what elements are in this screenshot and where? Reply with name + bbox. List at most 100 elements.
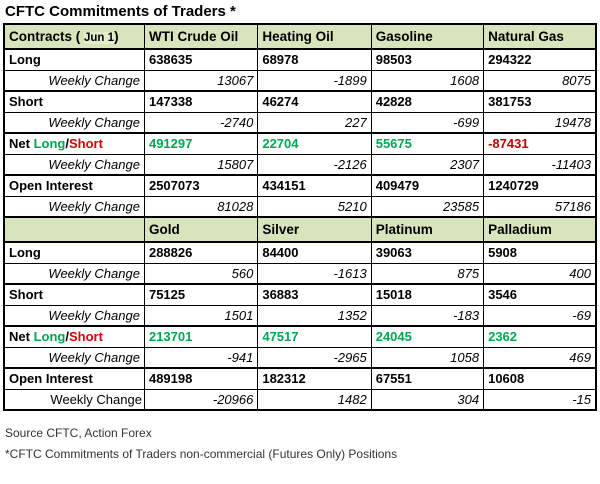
position-value: 434151 bbox=[257, 174, 372, 197]
section-header-row: Contracts ( Jun 1) WTI Crude Oil Heating O… bbox=[3, 23, 597, 50]
definition-note: *CFTC Commitments of Traders non-commerc… bbox=[5, 447, 398, 461]
table-row: Weekly Change 15807 -2126 2307 -11403 bbox=[3, 153, 597, 176]
net-label-part: Net bbox=[9, 329, 34, 345]
net-position-value: 491297 bbox=[143, 132, 259, 155]
position-value: 75125 bbox=[143, 283, 259, 306]
weekly-change-value: 57186 bbox=[483, 195, 597, 218]
table-row: Weekly Change 560 -1613 875 400 bbox=[3, 262, 597, 285]
position-value: 409479 bbox=[370, 174, 485, 197]
table-row: Weekly Change 13067 -1899 1608 8075 bbox=[3, 69, 597, 92]
position-value: 42828 bbox=[370, 90, 485, 113]
header-contracts-cell: Contracts ( Jun 1) bbox=[3, 23, 145, 50]
contracts-label: Contracts ( bbox=[9, 29, 85, 44]
weekly-change-value: -183 bbox=[370, 304, 485, 327]
header-cell-natural-gas: Natural Gas bbox=[483, 23, 597, 50]
net-label-part: Net bbox=[9, 136, 34, 152]
net-label-part: Long bbox=[33, 136, 66, 152]
weekly-change-value: 19478 bbox=[483, 111, 597, 134]
position-value: 489198 bbox=[143, 367, 259, 390]
weekly-change-value: -2965 bbox=[257, 346, 372, 369]
weekly-change-value: -2740 bbox=[143, 111, 259, 134]
table-row: Weekly Change 81028 5210 23585 57186 bbox=[3, 195, 597, 218]
weekly-change-value: 400 bbox=[483, 262, 597, 285]
weekly-change-value: 227 bbox=[257, 111, 372, 134]
row-label-net-long-short: Net Long/Short bbox=[3, 325, 145, 348]
row-label-weekly-change: Weekly Change bbox=[3, 304, 145, 327]
position-value: 182312 bbox=[257, 367, 372, 390]
weekly-change-value: 1608 bbox=[370, 69, 485, 92]
net-position-value: 55675 bbox=[370, 132, 485, 155]
header-cell-gold: Gold bbox=[143, 216, 259, 243]
weekly-change-value: -69 bbox=[483, 304, 597, 327]
net-label-part: Long bbox=[33, 329, 66, 345]
table-row: Open Interest 489198 182312 67551 10608 bbox=[3, 367, 597, 390]
position-value: 3546 bbox=[483, 283, 597, 306]
cot-table-body: Contracts ( Jun 1) WTI Crude Oil Heating O… bbox=[3, 23, 597, 411]
row-label-weekly-change: Weekly Change bbox=[3, 153, 145, 176]
header-cell-wti-crude-oil: WTI Crude Oil bbox=[143, 23, 259, 50]
weekly-change-value: -2126 bbox=[257, 153, 372, 176]
weekly-change-value: 81028 bbox=[143, 195, 259, 218]
row-label-weekly-change: Weekly Change bbox=[3, 262, 145, 285]
header-cell-silver: Silver bbox=[257, 216, 372, 243]
weekly-change-value: 1501 bbox=[143, 304, 259, 327]
position-value: 294322 bbox=[483, 48, 597, 71]
contracts-label-suffix: ) bbox=[114, 29, 119, 44]
header-empty-cell bbox=[3, 216, 145, 243]
header-cell-platinum: Platinum bbox=[370, 216, 485, 243]
weekly-change-value: 560 bbox=[143, 262, 259, 285]
weekly-change-value: 875 bbox=[370, 262, 485, 285]
net-position-value: 22704 bbox=[257, 132, 372, 155]
weekly-change-value: 1058 bbox=[370, 346, 485, 369]
position-value: 638635 bbox=[143, 48, 259, 71]
page-title: CFTC Commitments of Traders * bbox=[5, 3, 236, 20]
table-row: Weekly Change -941 -2965 1058 469 bbox=[3, 346, 597, 369]
weekly-change-value: 304 bbox=[370, 388, 485, 411]
position-value: 67551 bbox=[370, 367, 485, 390]
weekly-change-value: 469 bbox=[483, 346, 597, 369]
row-label-weekly-change: Weekly Change bbox=[3, 388, 145, 411]
net-label-part: Short bbox=[68, 329, 103, 345]
weekly-change-value: 15807 bbox=[143, 153, 259, 176]
row-label-long: Long bbox=[3, 241, 145, 264]
table-row: Short 75125 36883 15018 3546 bbox=[3, 283, 597, 306]
row-label-short: Short bbox=[3, 283, 145, 306]
weekly-change-value: 13067 bbox=[143, 69, 259, 92]
header-cell-heating-oil: Heating Oil bbox=[257, 23, 372, 50]
cot-table: Contracts ( Jun 1) WTI Crude Oil Heating O… bbox=[3, 23, 597, 411]
position-value: 381753 bbox=[483, 90, 597, 113]
weekly-change-value: 1352 bbox=[257, 304, 372, 327]
table-row: Weekly Change -2740 227 -699 19478 bbox=[3, 111, 597, 134]
weekly-change-value: -699 bbox=[370, 111, 485, 134]
weekly-change-value: -1613 bbox=[257, 262, 372, 285]
position-value: 15018 bbox=[370, 283, 485, 306]
position-value: 68978 bbox=[257, 48, 372, 71]
net-label-part: / bbox=[65, 329, 69, 345]
table-row: Weekly Change -20966 1482 304 -15 bbox=[3, 388, 597, 411]
row-label-short: Short bbox=[3, 90, 145, 113]
weekly-change-value: 23585 bbox=[370, 195, 485, 218]
net-label-part: / bbox=[65, 136, 69, 152]
net-position-value: 24045 bbox=[370, 325, 485, 348]
position-value: 10608 bbox=[483, 367, 597, 390]
position-value: 288826 bbox=[143, 241, 259, 264]
table-row: Open Interest 2507073 434151 409479 1240729 bbox=[3, 174, 597, 197]
weekly-change-value: -20966 bbox=[143, 388, 259, 411]
weekly-change-value: -941 bbox=[143, 346, 259, 369]
table-row: Short 147338 46274 42828 381753 bbox=[3, 90, 597, 113]
row-label-weekly-change: Weekly Change bbox=[3, 69, 145, 92]
weekly-change-value: 8075 bbox=[483, 69, 597, 92]
weekly-change-value: -11403 bbox=[483, 153, 597, 176]
source-note: Source CFTC, Action Forex bbox=[5, 426, 152, 440]
row-label-open-interest: Open Interest bbox=[3, 174, 145, 197]
weekly-change-value: -1899 bbox=[257, 69, 372, 92]
weekly-change-value: 1482 bbox=[257, 388, 372, 411]
position-value: 98503 bbox=[370, 48, 485, 71]
row-label-weekly-change: Weekly Change bbox=[3, 195, 145, 218]
position-value: 36883 bbox=[257, 283, 372, 306]
position-value: 2507073 bbox=[143, 174, 259, 197]
row-label-long: Long bbox=[3, 48, 145, 71]
section-header-row: Gold Silver Platinum Palladium bbox=[3, 216, 597, 243]
row-label-weekly-change: Weekly Change bbox=[3, 111, 145, 134]
